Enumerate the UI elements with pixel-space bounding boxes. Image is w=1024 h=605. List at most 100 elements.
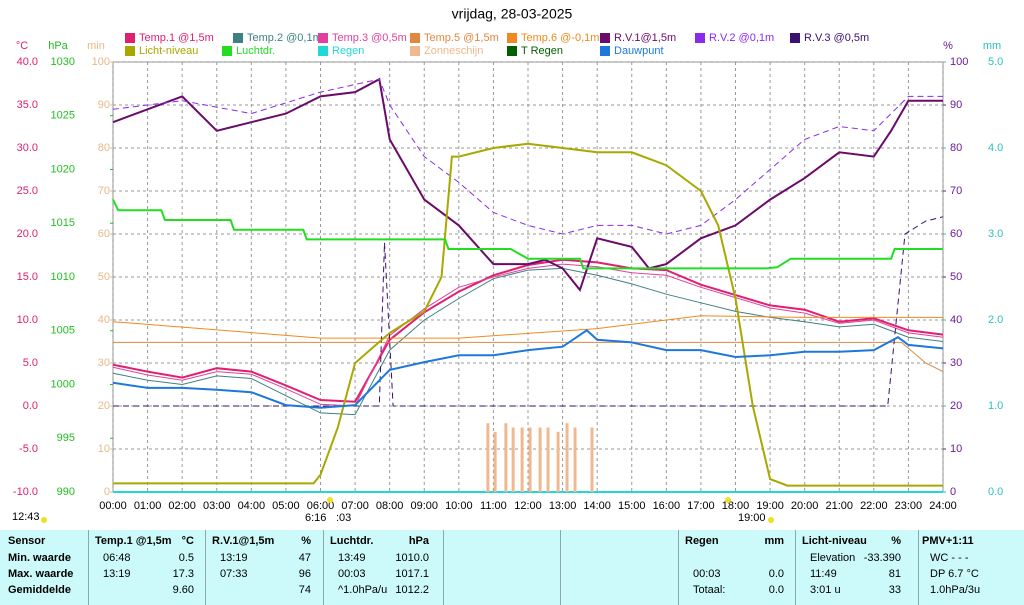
series-line bbox=[113, 142, 943, 487]
legend-label: Temp.6 @-0,1m bbox=[521, 32, 599, 44]
y-tick-label: 40.0 bbox=[17, 56, 38, 68]
legend-swatch bbox=[125, 33, 135, 43]
sun-marker bbox=[725, 497, 731, 503]
bar bbox=[546, 427, 550, 492]
legend-label: Temp.2 @0,1m bbox=[247, 32, 322, 44]
bar bbox=[538, 427, 542, 492]
cell-value: 17.3 bbox=[172, 568, 194, 580]
x-tick-label: 03:00 bbox=[203, 500, 231, 512]
y-tick-label: 30 bbox=[950, 357, 962, 369]
cell-value: 9.60 bbox=[172, 584, 194, 596]
y-tick-label: 1025 bbox=[51, 110, 75, 122]
y-tick-label: 90 bbox=[98, 99, 110, 111]
cell-value: -33.390 bbox=[863, 552, 901, 564]
column-header: Temp.1 @1,5m bbox=[95, 535, 172, 547]
column-border bbox=[443, 530, 444, 605]
cell-value: 1010.0 bbox=[395, 552, 429, 564]
y-tick-label: 35.0 bbox=[17, 99, 38, 111]
column-unit: °C bbox=[181, 535, 194, 547]
cell-text: 06:48 bbox=[103, 552, 131, 564]
x-tick-label: 06:00 bbox=[307, 500, 335, 512]
y-tick-label: 60 bbox=[950, 228, 962, 240]
bar bbox=[504, 423, 508, 492]
y-tick-label: 0 bbox=[104, 486, 110, 498]
legend-label: Temp.1 @1,5m bbox=[139, 32, 214, 44]
legend-swatch bbox=[600, 33, 610, 43]
y-tick-label: 0.0 bbox=[988, 486, 1003, 498]
cell-text: 1.0hPa/3u bbox=[930, 584, 981, 596]
column-border bbox=[795, 530, 796, 605]
x-tick-label: 02:00 bbox=[168, 500, 196, 512]
y-tick-label: 0 bbox=[950, 486, 956, 498]
x-tick-label: 01:00 bbox=[134, 500, 162, 512]
y-tick-label: 10.0 bbox=[17, 314, 38, 326]
series-line bbox=[112, 267, 944, 416]
sun-marker bbox=[327, 497, 333, 503]
cell-value: 74 bbox=[298, 584, 311, 596]
x-tick-label: 12:00 bbox=[514, 500, 542, 512]
y-tick-label: 80 bbox=[950, 142, 962, 154]
column-unit: % bbox=[301, 535, 311, 547]
x-tick-label: 05:00 bbox=[272, 500, 300, 512]
column-border bbox=[88, 530, 89, 605]
y-tick-label: -5.0 bbox=[19, 443, 38, 455]
cell-text: Elevation bbox=[810, 552, 856, 564]
legend-swatch bbox=[125, 46, 135, 56]
cell-value: 0.5 bbox=[178, 552, 194, 564]
bar bbox=[486, 423, 490, 492]
legend-swatch bbox=[233, 33, 243, 43]
bar bbox=[590, 427, 594, 492]
x-tick-label: 04:00 bbox=[238, 500, 266, 512]
x-tick-label: 10:00 bbox=[445, 500, 473, 512]
y-tick-label: 990 bbox=[57, 486, 75, 498]
row-label: Min. waarde bbox=[8, 552, 71, 564]
cell-value: 1017.1 bbox=[395, 568, 429, 580]
column-border bbox=[560, 530, 561, 605]
legend-label: R.V.3 @0,5m bbox=[804, 32, 869, 44]
x-tick-label: 14:00 bbox=[583, 500, 611, 512]
column-unit: mm bbox=[764, 535, 784, 547]
legend-label: Luchtdr. bbox=[236, 45, 275, 57]
legend-swatch bbox=[410, 33, 420, 43]
x-tick-label: 23:00 bbox=[895, 500, 923, 512]
y-tick-label: 15.0 bbox=[17, 271, 38, 283]
y-tick-label: 60 bbox=[98, 228, 110, 240]
cell-text: ^1.0hPa/u bbox=[338, 584, 388, 596]
sun-marker bbox=[41, 517, 47, 523]
cell-text: Totaal: bbox=[693, 584, 726, 596]
y-tick-label: 40 bbox=[950, 314, 962, 326]
x-tick-label: 15:00 bbox=[618, 500, 646, 512]
x-tick-label: 08:00 bbox=[376, 500, 404, 512]
column-unit: % bbox=[891, 535, 901, 547]
column-unit: hPa bbox=[408, 535, 429, 547]
cell-value: 0.0 bbox=[768, 568, 784, 580]
legend-label: Temp.3 @0,5m bbox=[332, 32, 407, 44]
legend-label: Licht-niveau bbox=[139, 45, 198, 57]
column-header: Sensor bbox=[8, 535, 46, 547]
x-tick-label: 13:00 bbox=[549, 500, 577, 512]
column-border bbox=[323, 530, 324, 605]
legend-label: R.V.2 @0,1m bbox=[709, 32, 774, 44]
column-header: Licht-niveau bbox=[802, 535, 867, 547]
y-tick-label: 10 bbox=[950, 443, 962, 455]
chart-title: vrijdag, 28-03-2025 bbox=[452, 6, 573, 22]
y-tick-label: 25.0 bbox=[17, 185, 38, 197]
legend-swatch bbox=[790, 33, 800, 43]
legend-swatch bbox=[507, 33, 517, 43]
annotation: 12:43 bbox=[12, 511, 40, 523]
bar bbox=[565, 423, 569, 492]
y-tick-label: 100 bbox=[92, 56, 110, 68]
legend-swatch bbox=[222, 46, 232, 56]
series-line bbox=[112, 199, 943, 270]
y-tick-label: 2.0 bbox=[988, 314, 1003, 326]
legend-label: T Regen bbox=[521, 45, 563, 57]
column-border bbox=[205, 530, 206, 605]
x-tick-label: 11:00 bbox=[480, 500, 507, 512]
y-tick-label: 40 bbox=[98, 314, 110, 326]
y-tick-label: 3.0 bbox=[988, 228, 1003, 240]
y-tick-label: 90 bbox=[950, 99, 962, 111]
y-tick-label: 1015 bbox=[51, 217, 75, 229]
series-line bbox=[112, 263, 944, 407]
bar bbox=[528, 427, 532, 492]
y-tick-label: 5.0 bbox=[988, 56, 1003, 68]
